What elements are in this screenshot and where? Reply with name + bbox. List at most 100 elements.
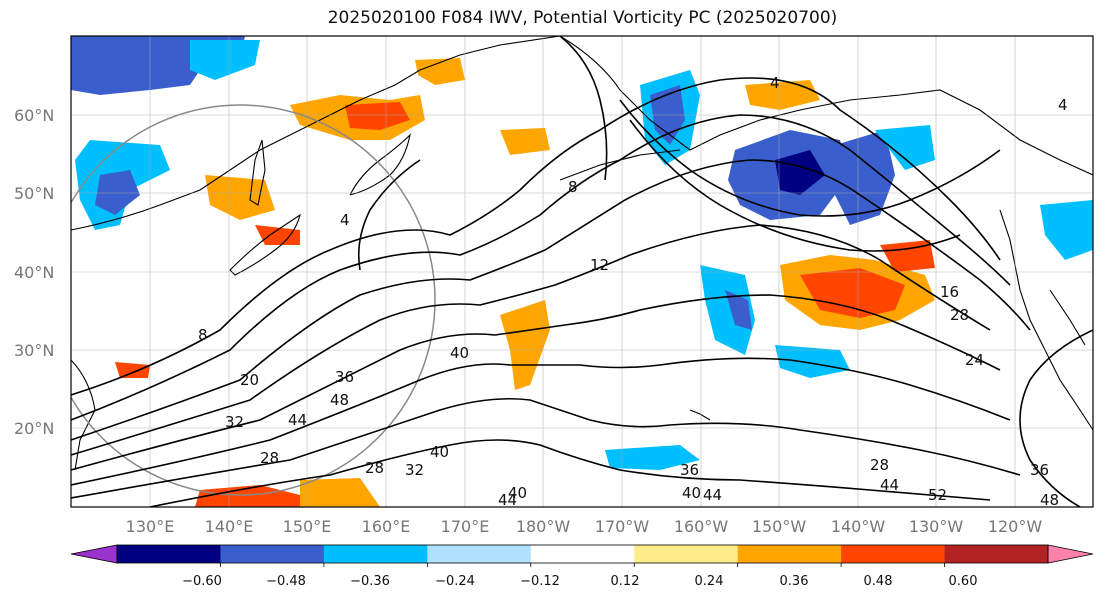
lon-label: 120°W <box>988 517 1043 536</box>
pos-anomaly-kamchatka-core <box>345 102 410 130</box>
lon-label: 150°E <box>283 517 332 536</box>
contour-label: 40 <box>682 484 701 502</box>
contour-label: 4 <box>340 211 350 229</box>
contour-label: 28 <box>260 449 279 467</box>
neg-anomaly-nw-light <box>190 40 260 80</box>
contour-label: 36 <box>1030 461 1049 479</box>
contour-label: 4 <box>1058 96 1068 114</box>
asia-coast <box>71 36 561 231</box>
colorbar-tick-label: 0.48 <box>864 574 893 589</box>
colorbar-tick-label: 0.36 <box>780 574 809 589</box>
pos-anomaly-gulf-core <box>800 268 905 318</box>
contour-label: 48 <box>1040 491 1059 509</box>
pos-anomaly-bering <box>500 128 550 155</box>
contour-label: 40 <box>450 344 469 362</box>
map-title: 2025020100 F084 IWV, Potential Vorticity… <box>327 8 838 28</box>
contour-label: 44 <box>498 491 517 509</box>
japan-coast <box>229 213 301 276</box>
neg-anomaly-ne <box>835 130 895 225</box>
colorbar-segment <box>841 545 946 563</box>
lon-label: 140°E <box>205 517 254 536</box>
colorbar-ticks <box>220 563 945 567</box>
lat-label: 60°N <box>14 106 54 125</box>
lon-label: 180°W <box>516 517 571 536</box>
sakhalin-coast <box>249 139 266 206</box>
lat-label: 40°N <box>14 263 54 282</box>
lon-label: 170°W <box>595 517 650 536</box>
pos-anomaly-bc <box>880 240 935 272</box>
colorbar-segments <box>70 544 1094 564</box>
neg-anomaly-sub <box>605 445 700 470</box>
lon-label: 160°E <box>362 517 411 536</box>
colorbar-segment <box>530 545 635 563</box>
lon-label: 140°W <box>831 517 886 536</box>
lat-label: 50°N <box>14 184 54 203</box>
colorbar-tick-label: −0.12 <box>520 574 560 589</box>
latitude-labels: 60°N 50°N 40°N 30°N 20°N <box>14 106 54 438</box>
neg-anomaly-japan-dark <box>95 170 140 215</box>
neg-anomaly-east-us <box>1040 200 1093 260</box>
neg-anomaly-mid <box>700 265 755 355</box>
neg-anomaly-sw <box>775 345 850 378</box>
contour-label: 36 <box>335 368 354 386</box>
contour-label: 8 <box>568 178 578 196</box>
colorbar-segment <box>323 545 428 563</box>
contour-label: 12 <box>590 256 609 274</box>
colorbar-tick-label: −0.24 <box>435 574 475 589</box>
reference-circle <box>71 104 436 496</box>
colorbar-tick-label: 0.24 <box>695 574 724 589</box>
pos-anomaly-sub-2 <box>115 362 150 378</box>
lon-label: 130°W <box>909 517 964 536</box>
contour-label: 52 <box>928 486 947 504</box>
contour-label: 44 <box>880 476 899 494</box>
neg-anomaly-gulf-core <box>775 150 825 195</box>
map-frame <box>70 35 1094 508</box>
lon-label: 130°E <box>126 517 175 536</box>
colorbar-tick-label: 0.12 <box>611 574 640 589</box>
colorbar-tick-label: −0.36 <box>350 574 390 589</box>
hawaii <box>689 409 711 421</box>
contour-label: 44 <box>288 411 307 429</box>
contour-label: 32 <box>405 461 424 479</box>
colorbar-segment <box>944 545 1049 563</box>
lat-label: 30°N <box>14 341 54 360</box>
iwv-shading <box>71 36 1093 507</box>
contour-label: 40 <box>508 484 527 502</box>
colorbar-segment <box>737 545 842 563</box>
na-west-coast <box>999 209 1093 431</box>
contour-label: 36 <box>680 461 699 479</box>
lon-label: 150°W <box>752 517 807 536</box>
pos-anomaly-sub-1 <box>500 300 550 390</box>
pos-anomaly-japan <box>255 225 300 245</box>
contour-label: 44 <box>703 486 722 504</box>
pos-anomaly-alaska <box>745 80 820 110</box>
colorbar-tick-label: 0.60 <box>949 574 978 589</box>
contour-label: 28 <box>870 456 889 474</box>
contour-label: 16 <box>940 283 959 301</box>
contour-label: 8 <box>198 326 208 344</box>
contour-label: 28 <box>950 306 969 324</box>
colorbar-frame <box>116 544 1049 564</box>
map-background <box>71 36 1093 507</box>
contour-label: 28 <box>365 459 384 477</box>
pv-contours <box>71 36 1093 507</box>
alaska-coast <box>559 36 1093 176</box>
colorbar-segment <box>220 545 325 563</box>
colorbar-extend-low <box>70 544 118 564</box>
kamchatka-coast <box>349 133 411 196</box>
graticule <box>71 36 1093 507</box>
contour-label: 40 <box>430 443 449 461</box>
colorbar: −0.60 −0.48 −0.36 −0.24 −0.12 0.12 0.24 … <box>70 544 1094 589</box>
contour-label-layer: 4 4 8 8 12 16 20 24 28 28 28 28 32 32 36… <box>198 74 1068 509</box>
colorbar-tick-label: −0.48 <box>266 574 306 589</box>
contour-label: 20 <box>240 371 259 389</box>
pos-anomaly-okhotsk <box>205 175 275 220</box>
colorbar-segment <box>117 545 221 563</box>
neg-anomaly-ne-light <box>875 125 935 170</box>
colorbar-extend-high <box>1047 544 1094 564</box>
pos-anomaly-north <box>415 58 465 85</box>
lon-label: 170°E <box>441 517 490 536</box>
longitude-labels: 130°E 140°E 150°E 160°E 170°E 180°W 170°… <box>126 517 1043 536</box>
neg-anomaly-mid-dark <box>725 290 752 330</box>
